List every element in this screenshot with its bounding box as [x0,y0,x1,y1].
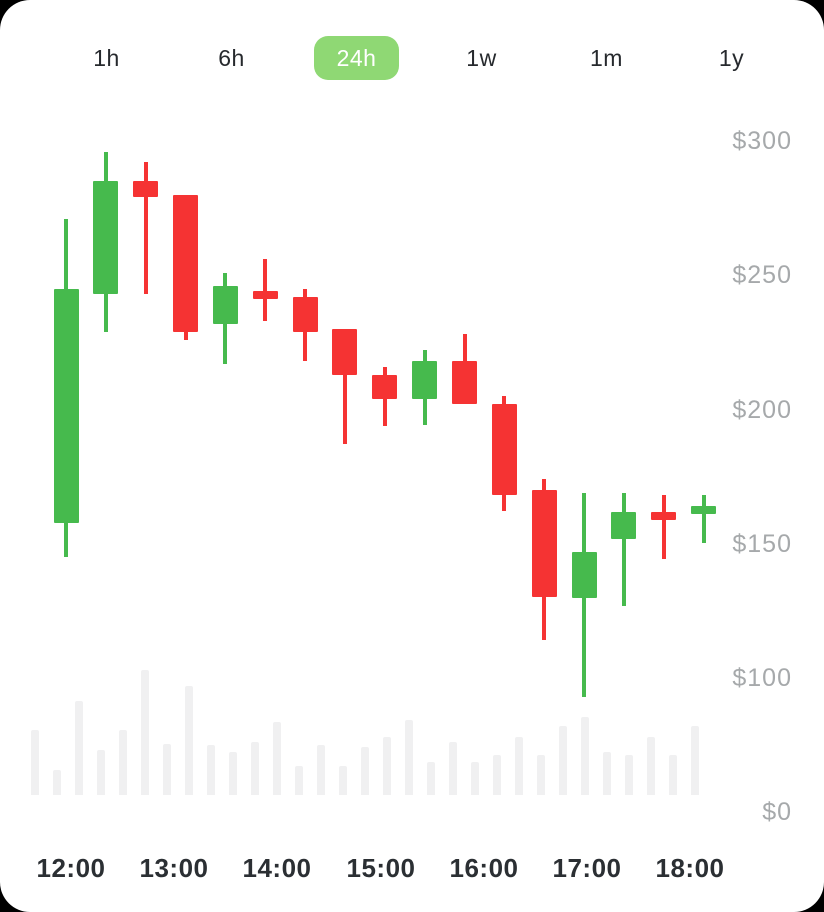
volume-bar [317,745,325,795]
volume-bar [75,701,83,795]
candle-wick [303,289,307,361]
candle-body [372,375,397,399]
y-axis-label: $250 [732,261,792,289]
candle-body [611,512,636,539]
volume-bar [647,737,655,795]
candle-body [412,361,437,399]
tab-1m[interactable]: 1m [564,36,649,80]
timeframe-tabs: 1h 6h 24h 1w 1m 1y [64,36,774,80]
candle-body [691,506,716,514]
candle-body [532,490,557,597]
candle-wick [463,334,467,404]
volume-bar [31,730,39,795]
y-axis-label: $100 [732,664,792,692]
candle-wick [702,495,706,543]
volume-bar [207,745,215,795]
y-axis-label: $0 [762,798,792,826]
candle-body [173,195,198,332]
volume-bar [427,762,435,795]
volume-bar [405,720,413,795]
x-axis-label: 12:00 [36,853,106,883]
candle-body [332,329,357,375]
candle-wick [223,273,227,364]
volume-bar [515,737,523,795]
volume-bar [119,730,127,795]
candle-wick [383,367,387,426]
candle-wick [263,259,267,321]
x-axis-label: 17:00 [552,853,622,883]
volume-bar [493,755,501,795]
volume-bar [295,766,303,795]
volume-bar [229,752,237,795]
volume-bar [383,737,391,795]
candle-wick [343,329,347,444]
volume-bar [273,722,281,795]
volume-bar [141,670,149,795]
candle-wick [582,493,586,697]
volume-bar [537,755,545,795]
candle-wick [64,219,68,557]
candle-body [54,289,79,523]
candle-wick [144,162,148,294]
x-axis-label: 15:00 [346,853,416,883]
x-axis-label: 16:00 [449,853,519,883]
volume-bar [361,747,369,795]
candle-body [253,291,278,299]
volume-bar [691,726,699,795]
candle-body [452,361,477,404]
y-axis-label: $200 [732,396,792,424]
volume-bar [449,742,457,795]
y-axis-label: $150 [732,530,792,558]
tab-1h[interactable]: 1h [64,36,149,80]
tab-24h[interactable]: 24h [314,36,399,80]
volume-bar [603,752,611,795]
candle-body [572,552,597,598]
candle-body [293,297,318,332]
volume-bar [163,744,171,795]
volume-bar [581,717,589,795]
tab-1y[interactable]: 1y [689,36,774,80]
volume-bar [97,750,105,795]
candle-wick [104,152,108,332]
y-axis-label: $300 [732,127,792,155]
tab-1w[interactable]: 1w [439,36,524,80]
volume-bar [185,686,193,795]
candle-body [213,286,238,324]
volume-bar [251,742,259,795]
volume-bar [471,762,479,795]
x-axis-label: 13:00 [139,853,209,883]
candle-body [133,181,158,197]
candle-wick [423,350,427,425]
volume-bar [669,755,677,795]
candle-body [651,512,676,520]
candle-body [492,404,517,495]
candle-wick [662,495,666,559]
candle-wick [184,195,188,340]
volume-bar [53,770,61,795]
x-axis-label: 14:00 [242,853,312,883]
candle-wick [502,396,506,511]
candle-wick [542,479,546,640]
volume-bar [339,766,347,795]
x-axis-label: 18:00 [655,853,725,883]
volume-bar [625,755,633,795]
candle-wick [622,493,626,606]
volume-bar [559,726,567,795]
tab-6h[interactable]: 6h [189,36,274,80]
candle-body [93,181,118,294]
